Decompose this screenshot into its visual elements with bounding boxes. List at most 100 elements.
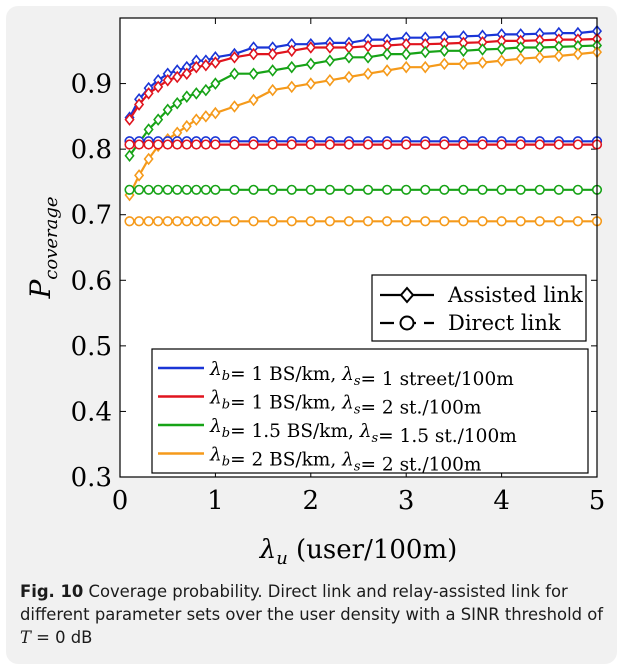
data-point-assisted: [267, 64, 278, 77]
data-point-assisted: [477, 43, 488, 56]
data-point-direct: [143, 216, 154, 227]
data-point-assisted: [286, 80, 297, 94]
data-point-direct: [248, 139, 259, 150]
data-point-assisted: [200, 58, 211, 72]
y-tick-label: 0.6: [71, 266, 112, 296]
data-point-assisted: [229, 67, 240, 81]
legend-label: Direct link: [448, 311, 561, 335]
color-legend-box: [151, 348, 589, 474]
data-point-direct: [286, 184, 297, 195]
data-point-assisted: [324, 41, 335, 54]
axes-box: [119, 17, 598, 478]
data-point-assisted: [363, 67, 374, 81]
data-point-direct: [515, 184, 526, 195]
data-point-direct: [515, 216, 526, 227]
data-point-direct: [162, 216, 173, 227]
caption-text: Coverage probability. Direct link and re…: [20, 582, 604, 624]
data-point-direct: [572, 184, 584, 195]
data-point-direct: [343, 184, 355, 195]
data-point-assisted: [210, 106, 221, 120]
data-point-direct: [553, 139, 564, 150]
data-point-direct: [133, 139, 145, 150]
data-point-assisted: [162, 103, 173, 117]
data-point-direct: [477, 139, 488, 150]
data-point-direct: [191, 184, 202, 195]
data-point-assisted: [143, 152, 154, 166]
data-point-direct: [305, 184, 316, 195]
data-point-direct: [477, 216, 488, 227]
data-point-direct: [143, 139, 154, 150]
data-point-direct: [229, 184, 240, 195]
data-point-assisted: [267, 47, 278, 61]
circle-marker-icon: [399, 315, 415, 331]
data-point-assisted: [248, 47, 259, 61]
y-tick-label: 0.3: [71, 463, 112, 493]
data-point-direct: [267, 216, 278, 227]
x-tick-label: 3: [398, 486, 415, 516]
data-point-assisted: [191, 87, 202, 100]
data-point-direct: [248, 184, 259, 195]
data-point-direct: [496, 139, 507, 150]
data-point-assisted: [496, 54, 507, 67]
data-point-direct: [172, 184, 183, 195]
data-point-assisted: [439, 44, 450, 58]
x-axis-label: λu (user/100m): [259, 535, 458, 569]
data-point-direct: [362, 139, 374, 150]
legend-color-label: λb= 1 BS/km, λs= 2 st./100m: [209, 388, 482, 419]
y-tick-label: 0.5: [71, 332, 112, 362]
data-point-assisted: [124, 149, 135, 162]
x-tick-label: 4: [493, 486, 510, 516]
caption-math: T: [20, 628, 31, 647]
y-axis-label: Pcoverage: [24, 196, 62, 299]
data-point-assisted: [172, 70, 183, 84]
data-point-direct: [200, 216, 211, 227]
data-point-assisted: [305, 41, 316, 54]
data-point-direct: [477, 184, 488, 195]
data-point-assisted: [248, 93, 259, 107]
data-point-direct: [210, 184, 221, 195]
legend-color-label: λb= 1.5 BS/km, λs= 1.5 st./100m: [209, 416, 517, 447]
data-point-direct: [153, 139, 164, 150]
data-point-direct: [458, 184, 469, 195]
data-point-direct: [200, 139, 211, 150]
data-point-assisted: [305, 77, 316, 90]
data-point-direct: [191, 139, 202, 150]
data-point-direct: [286, 139, 297, 150]
data-point-assisted: [200, 83, 211, 97]
data-point-assisted: [286, 60, 297, 74]
y-tick-label: 0.7: [71, 201, 112, 231]
y-tick-label: 0.4: [71, 397, 112, 427]
data-point-direct: [210, 139, 221, 150]
data-point-assisted: [477, 56, 488, 69]
caption-tail: = 0 dB: [30, 628, 93, 647]
data-point-assisted: [248, 67, 259, 81]
data-point-direct: [124, 216, 135, 227]
data-point-assisted: [181, 119, 192, 133]
data-point-assisted: [286, 44, 297, 58]
data-point-direct: [133, 216, 145, 227]
data-point-direct: [534, 216, 545, 227]
data-point-direct: [401, 216, 412, 227]
data-point-direct: [401, 139, 412, 150]
data-point-assisted: [439, 57, 450, 71]
data-point-assisted: [200, 110, 211, 123]
data-point-assisted: [343, 70, 354, 84]
data-point-assisted: [343, 51, 354, 64]
data-point-assisted: [134, 98, 145, 111]
figure-caption: Fig. 10 Coverage probability. Direct lin…: [20, 580, 610, 649]
data-point-direct: [439, 216, 450, 227]
data-point-direct: [496, 184, 507, 195]
data-point-direct: [401, 184, 412, 195]
data-point-direct: [172, 216, 183, 227]
data-point-assisted: [515, 52, 526, 65]
data-point-direct: [133, 184, 145, 195]
data-point-direct: [362, 216, 374, 227]
x-tick-label: 2: [303, 486, 320, 516]
data-point-assisted: [229, 51, 240, 64]
data-point-assisted: [229, 100, 240, 113]
data-point-direct: [553, 184, 564, 195]
data-point-direct: [229, 216, 240, 227]
data-point-direct: [248, 216, 259, 227]
data-point-assisted: [420, 45, 431, 59]
data-point-direct: [553, 216, 564, 227]
